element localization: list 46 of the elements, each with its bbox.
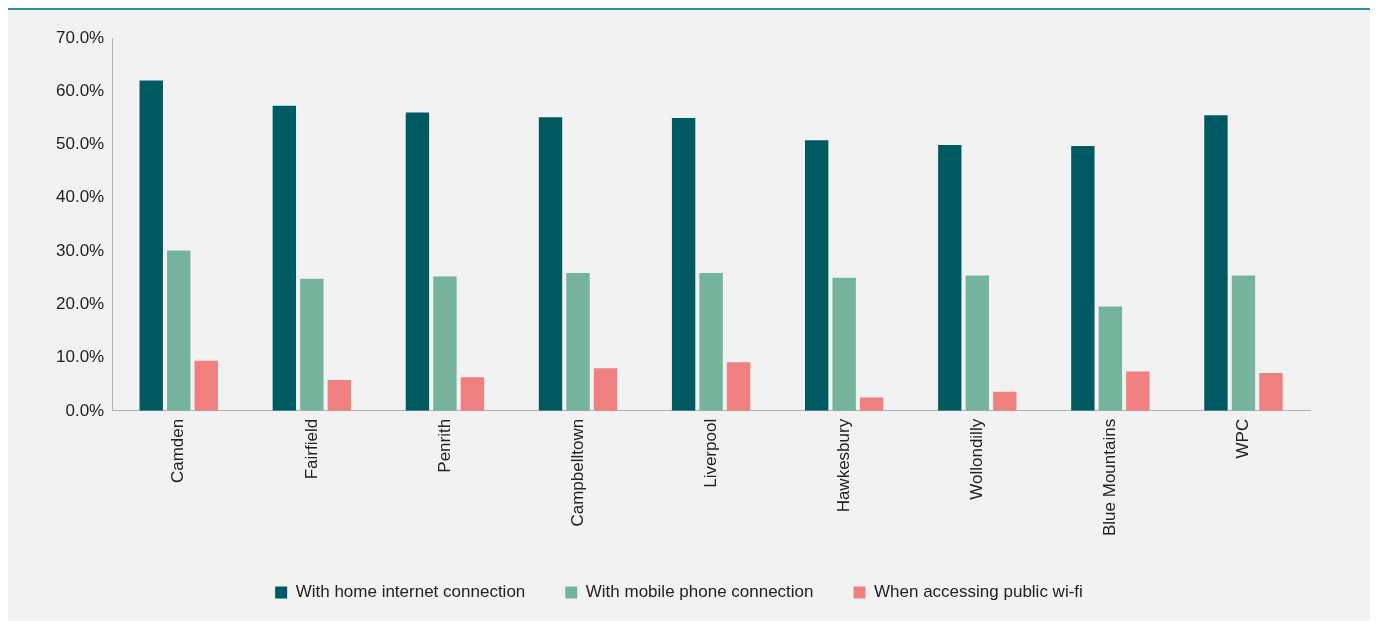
bar — [965, 275, 989, 411]
x-tick-label: Fairfield — [301, 418, 321, 480]
bar — [194, 360, 218, 411]
y-tick-label: 30.0% — [56, 240, 105, 260]
x-tick-label: Penrith — [434, 418, 454, 473]
y-tick-label: 0.0% — [65, 400, 105, 420]
legend-label: With home internet connection — [295, 582, 526, 602]
legend-label: When accessing public wi-fi — [874, 582, 1083, 602]
x-tick-label: Hawkesbury — [833, 418, 853, 513]
bar — [300, 278, 324, 411]
y-tick-label: 50.0% — [56, 134, 105, 154]
bar — [167, 250, 191, 411]
bar — [1204, 115, 1228, 411]
bar — [460, 377, 485, 411]
x-tick-label: Wollondilly — [966, 418, 986, 500]
bar — [1126, 371, 1150, 411]
bar — [993, 391, 1017, 411]
bar — [566, 272, 590, 411]
bar — [805, 140, 829, 411]
bar — [938, 145, 962, 411]
x-tick-label: Camden — [168, 418, 188, 484]
x-tick-label: Blue Mountains — [1100, 418, 1120, 537]
y-tick-label: 20.0% — [56, 293, 105, 313]
bar — [1071, 146, 1095, 411]
y-tick-label: 70.0% — [56, 27, 105, 47]
bar — [1259, 373, 1283, 411]
bar — [726, 362, 751, 411]
bar — [538, 117, 563, 411]
x-tick-label: WPC — [1233, 418, 1253, 459]
bar — [405, 112, 430, 411]
legend-label: With mobile phone connection — [585, 582, 814, 602]
y-tick-label: 40.0% — [56, 187, 105, 207]
bar — [327, 379, 352, 411]
bar — [832, 277, 856, 411]
bar — [139, 80, 163, 411]
bar — [671, 117, 696, 411]
y-tick-label: 10.0% — [56, 347, 105, 367]
x-tick-label: Liverpool — [700, 418, 720, 488]
bar — [1231, 275, 1256, 411]
x-tick-label: Campbelltown — [567, 418, 587, 527]
bar — [593, 368, 618, 411]
bar — [433, 276, 457, 411]
bar — [1098, 306, 1123, 411]
bar — [699, 272, 723, 411]
bar — [272, 105, 297, 411]
y-tick-label: 60.0% — [56, 80, 105, 100]
